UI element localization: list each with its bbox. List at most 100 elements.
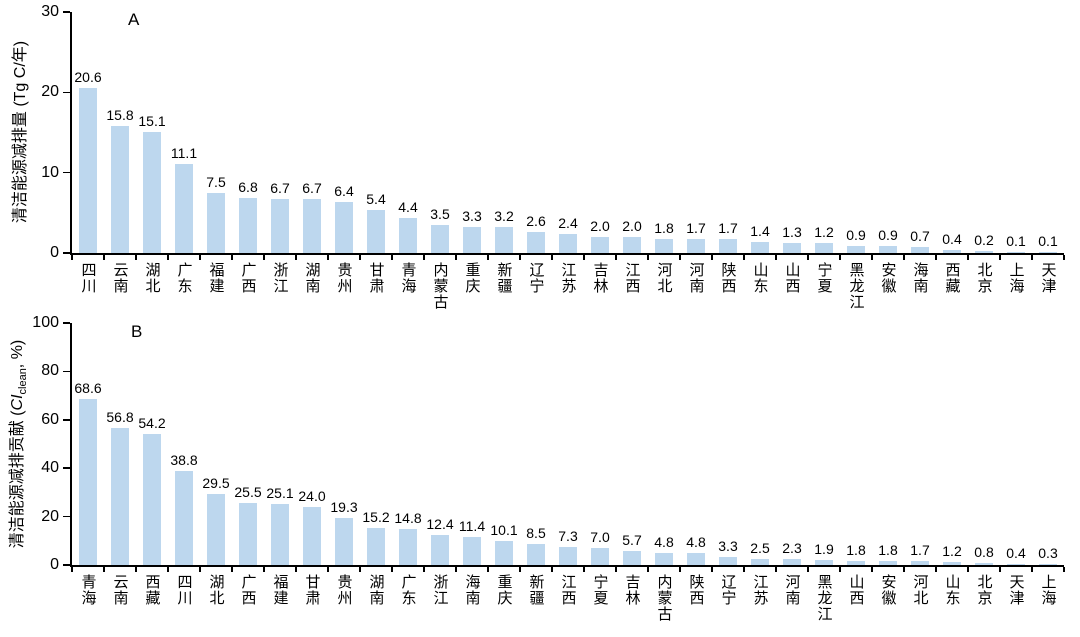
category-cell: 山西 (840, 574, 872, 622)
bar-slot: 1.7 (904, 323, 936, 565)
category-cell: 海南 (904, 262, 936, 310)
category-cell: 浙江 (424, 574, 456, 622)
bar-slot: 15.2 (360, 323, 392, 565)
bar (271, 199, 289, 253)
category-label: 陕西 (687, 574, 705, 606)
x-tick (903, 255, 905, 260)
bar (687, 239, 705, 253)
bar-value-label: 7.0 (590, 529, 610, 546)
x-tick (327, 255, 329, 260)
bar-value-label: 6.4 (334, 182, 354, 199)
category-cell: 广西 (232, 262, 264, 310)
x-tick (231, 255, 233, 260)
bar (335, 518, 353, 565)
bar-value-label: 0.9 (878, 226, 898, 243)
category-label: 广西 (239, 574, 257, 606)
category-label: 北京 (975, 262, 993, 294)
bar-slot: 1.2 (936, 323, 968, 565)
x-tick (935, 567, 937, 572)
x-tick (1063, 255, 1065, 260)
bar-value-label: 5.4 (366, 190, 386, 207)
bar (79, 399, 97, 565)
bar-value-label: 29.5 (202, 474, 230, 491)
bar-value-label: 10.1 (490, 521, 518, 538)
bar (719, 239, 737, 253)
category-cell: 吉林 (616, 574, 648, 622)
y-tick (63, 252, 70, 254)
x-tick (519, 255, 521, 260)
x-tick (679, 255, 681, 260)
category-label: 海南 (911, 262, 929, 294)
bar (943, 562, 961, 565)
bar-value-label: 2.0 (622, 217, 642, 234)
category-label: 湖北 (207, 574, 225, 606)
bar (79, 87, 97, 253)
bar-slot: 2.4 (552, 12, 584, 253)
x-tick (775, 255, 777, 260)
category-cell: 宁夏 (808, 262, 840, 310)
bar-value-label: 11.4 (458, 518, 486, 535)
bar-slot: 14.8 (392, 323, 424, 565)
bar-slot: 1.8 (840, 323, 872, 565)
x-tick (1031, 567, 1033, 572)
bar-value-label: 2.6 (526, 213, 546, 230)
category-label: 安徽 (879, 574, 897, 606)
bar-slot: 1.8 (872, 323, 904, 565)
category-cell: 四川 (168, 574, 200, 622)
bar-value-label: 2.3 (782, 540, 802, 557)
bar (399, 217, 417, 253)
bar (783, 559, 801, 565)
category-label: 贵州 (335, 574, 353, 606)
category-cell: 广东 (168, 262, 200, 310)
category-cell: 天津 (1032, 262, 1064, 310)
category-label: 山西 (847, 574, 865, 606)
bar-value-label: 1.7 (686, 220, 706, 237)
bar-value-label: 1.4 (750, 222, 770, 239)
bar-slot: 0.9 (872, 12, 904, 253)
x-tick (103, 567, 105, 572)
x-tick (199, 567, 201, 572)
panel-a-label: A (128, 10, 140, 29)
bar-value-label: 15.2 (362, 509, 390, 526)
category-label: 云南 (111, 262, 129, 294)
y-tick (63, 467, 70, 469)
bar (719, 557, 737, 565)
category-cell: 贵州 (328, 262, 360, 310)
category-cell: 湖南 (360, 574, 392, 622)
bar-slot: 0.1 (1032, 12, 1064, 253)
bar-slot: 0.8 (968, 323, 1000, 565)
category-label: 辽宁 (719, 574, 737, 606)
bar-value-label: 0.9 (846, 226, 866, 243)
category-label: 黑龙江 (847, 262, 865, 310)
x-tick (135, 255, 137, 260)
x-tick (263, 255, 265, 260)
x-tick (583, 567, 585, 572)
bar (975, 563, 993, 565)
category-cell: 重庆 (456, 262, 488, 310)
category-cell: 河南 (776, 574, 808, 622)
bar-value-label: 0.7 (910, 228, 930, 245)
x-tick (647, 567, 649, 572)
x-tick (551, 255, 553, 260)
category-cell: 江苏 (552, 262, 584, 310)
bar-value-label: 1.7 (910, 541, 930, 558)
bar-slot: 15.1 (136, 12, 168, 253)
category-cell: 青海 (392, 262, 424, 310)
x-tick (679, 567, 681, 572)
category-axis: 四川 云南 湖北 广东 福建 广西 浙江 湖南 贵州 甘肃 青海 内蒙古 重庆 新疆 辽宁 江苏 吉林 江西 河北河… (72, 262, 1064, 310)
y-tick-label: 0 (50, 556, 59, 573)
category-label: 内蒙古 (655, 574, 673, 622)
category-label: 甘肃 (367, 262, 385, 294)
bar-value-label: 3.2 (494, 208, 514, 225)
bar-slot: 11.4 (456, 323, 488, 565)
y-tick (63, 370, 70, 373)
x-tick (743, 255, 745, 260)
bar-value-label: 11.1 (170, 144, 198, 161)
category-cell: 广西 (232, 574, 264, 622)
category-label: 湖南 (367, 574, 385, 606)
bar-slot: 6.4 (328, 12, 360, 253)
bar-value-label: 6.7 (302, 180, 322, 197)
bar-slot: 4.8 (680, 323, 712, 565)
bar (559, 547, 577, 565)
category-cell: 上海 (1000, 262, 1032, 310)
